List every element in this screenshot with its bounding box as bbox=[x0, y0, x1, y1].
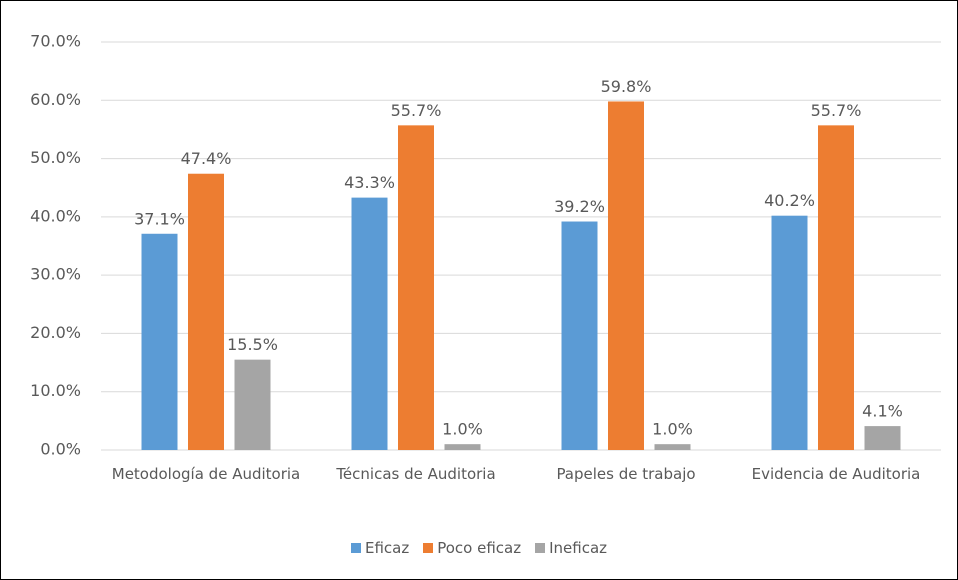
x-tick-label: Evidencia de Auditoria bbox=[751, 465, 921, 483]
bar bbox=[771, 215, 808, 450]
y-tick-label: 30.0% bbox=[30, 265, 81, 284]
data-label: 40.2% bbox=[764, 191, 815, 210]
bar bbox=[654, 444, 691, 450]
data-label: 55.7% bbox=[811, 101, 862, 120]
bar bbox=[234, 359, 271, 450]
y-tick-label: 60.0% bbox=[30, 90, 81, 109]
y-tick-label: 10.0% bbox=[30, 381, 81, 400]
data-label: 1.0% bbox=[652, 420, 693, 439]
data-label: 37.1% bbox=[134, 209, 185, 228]
bar bbox=[398, 125, 434, 450]
data-label: 4.1% bbox=[862, 402, 903, 421]
legend: Eficaz Poco eficaz Ineficaz bbox=[1, 539, 957, 557]
data-label: 55.7% bbox=[391, 101, 442, 120]
data-label: 15.5% bbox=[227, 335, 278, 354]
bar bbox=[864, 426, 901, 450]
y-tick-label: 40.0% bbox=[30, 206, 81, 225]
legend-item: Poco eficaz bbox=[423, 539, 521, 557]
y-tick-label: 50.0% bbox=[30, 148, 81, 167]
legend-item: Ineficaz bbox=[535, 539, 607, 557]
legend-swatch bbox=[535, 543, 546, 553]
y-tick-label: 20.0% bbox=[30, 323, 81, 342]
bar bbox=[444, 444, 481, 450]
data-label: 39.2% bbox=[554, 197, 605, 216]
bar bbox=[188, 173, 224, 450]
legend-swatch bbox=[350, 543, 361, 553]
data-label: 43.3% bbox=[344, 173, 395, 192]
bar bbox=[141, 233, 178, 450]
x-tick-label: Papeles de trabajo bbox=[556, 465, 696, 483]
legend-item: Eficaz bbox=[350, 539, 410, 557]
x-tick-label: Metodología de Auditoria bbox=[111, 465, 301, 483]
legend-swatch bbox=[423, 543, 434, 553]
legend-label: Ineficaz bbox=[549, 539, 608, 557]
bar bbox=[351, 197, 388, 450]
data-label: 1.0% bbox=[442, 420, 483, 439]
bar bbox=[818, 125, 854, 450]
bar bbox=[608, 101, 644, 451]
x-tick-label: Técnicas de Auditoria bbox=[336, 465, 496, 483]
bar bbox=[561, 221, 598, 450]
data-label: 59.8% bbox=[601, 77, 652, 96]
data-label: 47.4% bbox=[181, 149, 232, 168]
legend-label: Poco eficaz bbox=[437, 539, 522, 557]
y-tick-label: 70.0% bbox=[30, 32, 81, 51]
y-tick-label: 0.0% bbox=[40, 440, 81, 459]
legend-label: Eficaz bbox=[364, 539, 410, 557]
